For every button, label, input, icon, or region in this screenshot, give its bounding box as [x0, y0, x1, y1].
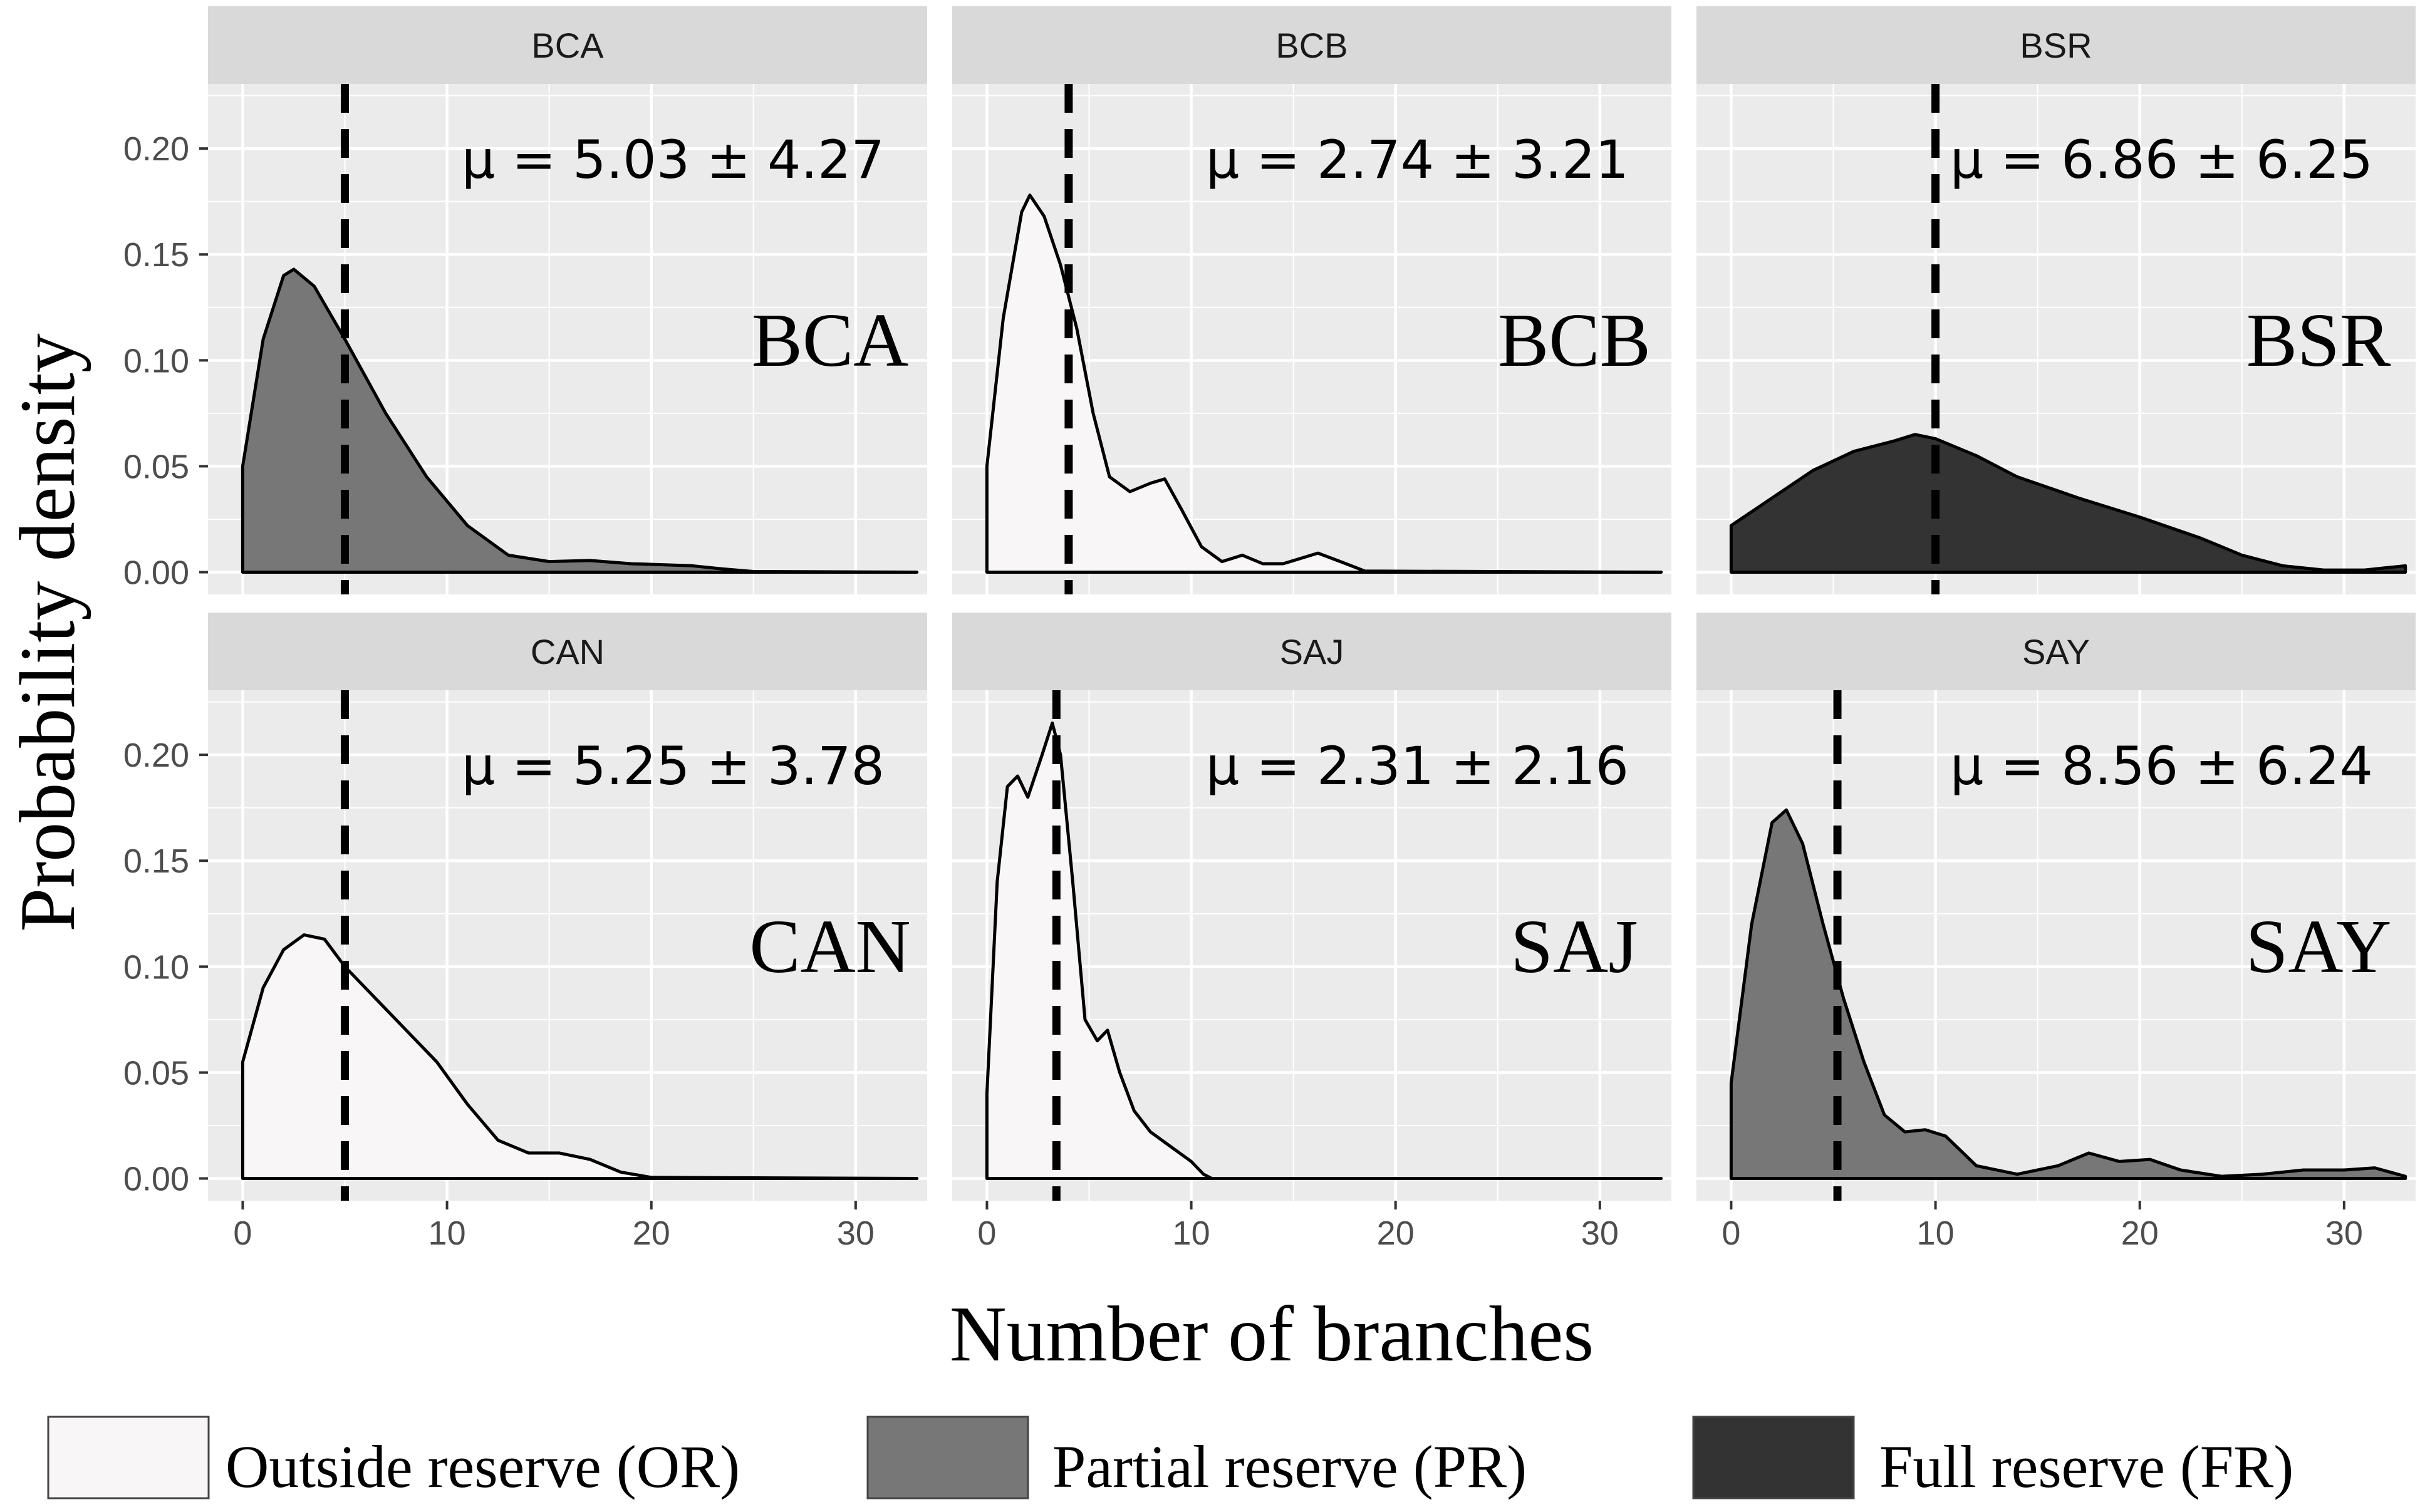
y-tick-label: 0.00	[123, 1160, 189, 1198]
y-tick-label: 0.05	[123, 448, 189, 485]
facet-strip	[1696, 6, 2416, 84]
density-area	[1729, 433, 2407, 574]
site-label: BCB	[1498, 298, 1651, 383]
facet-strip	[208, 613, 927, 690]
y-tick-label: 0.15	[123, 236, 189, 274]
facet-panel-can: CAN μ = 5.25 ± 3.78 CAN 0.00 0.05 0.10 0.15 0.2…	[123, 613, 927, 1252]
site-label: BSR	[2246, 298, 2391, 383]
facet-panel-saj: SAJ μ = 2.31 ± 2.16 SAJ 0 10 20 30	[952, 613, 1671, 1252]
legend-label: Full reserve (FR)	[1879, 1433, 2293, 1500]
x-tick-label: 20	[2121, 1214, 2159, 1252]
facet-strip-label: CAN	[531, 632, 605, 671]
facet-panel-say: SAY μ = 8.56 ± 6.24 SAY 0 10 20 30	[1696, 613, 2416, 1252]
facet-strip	[208, 6, 927, 84]
facet-strip	[1696, 613, 2416, 690]
mean-annotation: μ = 2.31 ± 2.16	[1206, 735, 1629, 797]
legend-label: Partial reserve (PR)	[1052, 1433, 1527, 1500]
mean-annotation: μ = 5.03 ± 4.27	[462, 129, 885, 190]
facet-panel-bsr: BSR μ = 6.86 ± 6.25 BSR	[1696, 6, 2416, 594]
legend-item-or: Outside reserve (OR)	[47, 1416, 740, 1500]
density-area	[241, 933, 919, 1180]
density-area	[241, 267, 919, 574]
y-tick-label: 0.10	[123, 342, 189, 380]
mean-annotation: μ = 2.74 ± 3.21	[1206, 129, 1629, 190]
x-tick-label: 10	[1917, 1214, 1955, 1252]
y-tick-label: 0.00	[123, 554, 189, 591]
density-area	[985, 194, 1663, 574]
x-tick-label: 30	[1581, 1214, 1619, 1252]
mean-annotation: μ = 5.25 ± 3.78	[462, 735, 885, 797]
facet-strip-label: BSR	[2020, 26, 2092, 65]
y-tick-label: 0.10	[123, 948, 189, 986]
site-label: BCA	[752, 298, 909, 383]
legend-item-fr: Full reserve (FR)	[1692, 1416, 2293, 1500]
mean-annotation: μ = 6.86 ± 6.25	[1950, 129, 2373, 190]
x-tick-label: 0	[233, 1214, 252, 1252]
y-tick-label: 0.15	[123, 842, 189, 880]
x-tick-label: 30	[837, 1214, 875, 1252]
x-tick-label: 0	[1722, 1214, 1740, 1252]
legend-label: Outside reserve (OR)	[226, 1433, 740, 1500]
site-label: SAY	[2246, 904, 2392, 989]
facet-panel-bcb: BCB μ = 2.74 ± 3.21 BCB	[952, 6, 1671, 594]
x-tick-label: 20	[633, 1214, 670, 1252]
x-tick-label: 30	[2325, 1214, 2363, 1252]
site-label: CAN	[749, 904, 911, 989]
density-area	[985, 721, 1663, 1180]
legend-item-pr: Partial reserve (PR)	[866, 1416, 1527, 1500]
density-area	[1729, 808, 2407, 1180]
x-tick-label: 10	[1173, 1214, 1210, 1252]
facet-strip-label: BCB	[1275, 26, 1348, 65]
facet-strip	[952, 6, 1671, 84]
y-tick-label: 0.05	[123, 1054, 189, 1092]
x-tick-label: 0	[977, 1214, 996, 1252]
mean-annotation: μ = 8.56 ± 6.24	[1950, 735, 2373, 797]
x-axis-title: Number of branches	[950, 1291, 1594, 1378]
legend-swatch	[1692, 1416, 1855, 1499]
site-label: SAJ	[1510, 904, 1638, 989]
facet-strip-label: SAJ	[1280, 632, 1344, 671]
legend-swatch	[866, 1416, 1029, 1499]
y-tick-label: 0.20	[123, 130, 189, 168]
x-tick-label: 10	[428, 1214, 466, 1252]
y-axis-title: Probability density	[4, 333, 91, 931]
x-tick-label: 20	[1377, 1214, 1415, 1252]
legend-swatch	[47, 1416, 210, 1499]
facet-strip-label: SAY	[2022, 632, 2090, 671]
y-tick-label: 0.20	[123, 737, 189, 774]
facet-strip-label: BCA	[531, 26, 604, 65]
facet-panel-bca: BCA μ = 5.03 ± 4.27 BCA 0.00 0.05 0.10 0.15 0.2…	[123, 6, 927, 594]
facet-strip	[952, 613, 1671, 690]
